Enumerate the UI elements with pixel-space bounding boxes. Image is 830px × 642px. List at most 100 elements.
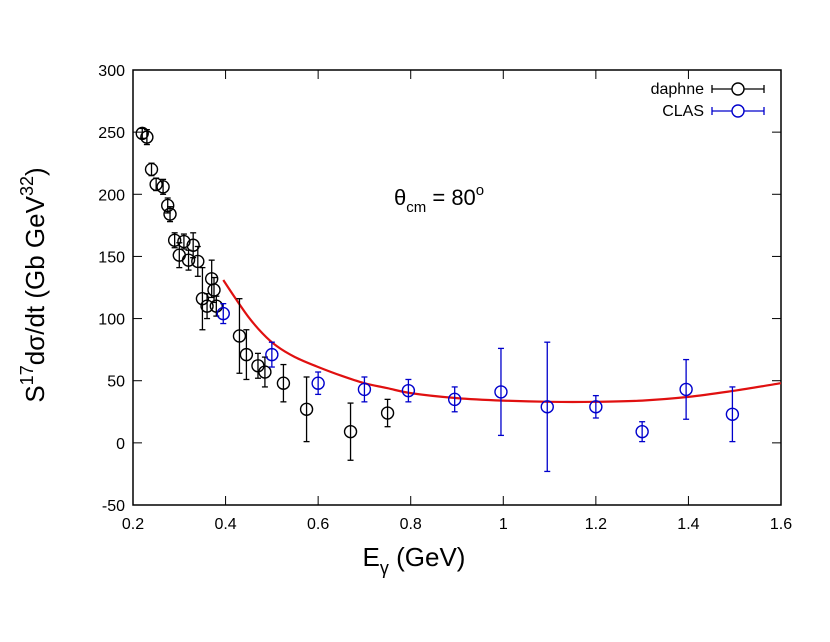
point-marker <box>447 392 462 407</box>
x-tick-label: 0.4 <box>214 516 236 533</box>
data-point <box>186 232 200 259</box>
point-marker <box>216 306 230 321</box>
point-marker <box>135 126 149 141</box>
legend-symbol-daphne <box>711 82 765 96</box>
data-point <box>343 402 358 461</box>
point-marker <box>401 383 416 398</box>
point-marker <box>265 347 279 362</box>
data-point <box>156 178 170 195</box>
x-axis-title: Eγ (GeV) <box>363 542 466 578</box>
legend-label-clas: CLAS <box>662 103 704 120</box>
data-point <box>177 233 191 250</box>
point-marker <box>209 299 224 313</box>
y-tick-label: 300 <box>98 63 125 80</box>
data-point <box>447 386 462 413</box>
data-point <box>232 298 247 374</box>
point-marker <box>161 198 175 213</box>
y-tick-label: 150 <box>98 249 125 266</box>
x-tick-label: 0.8 <box>400 516 422 533</box>
x-tick-label: 0.2 <box>122 516 144 533</box>
data-point <box>181 249 196 271</box>
annotation-sup: o <box>476 182 484 199</box>
point-marker <box>200 299 214 313</box>
y-axis-title-sup2: 32 <box>17 176 37 196</box>
y-axis-title-post: ) <box>20 167 50 176</box>
y-axis-title: S17dσ/dt (Gb GeV32) <box>17 167 50 402</box>
data-point <box>200 293 214 320</box>
point-marker <box>380 406 395 420</box>
point-marker <box>540 400 554 414</box>
point-marker <box>635 424 649 439</box>
data-point <box>216 303 230 325</box>
plot-frame <box>132 69 782 506</box>
y-axis-title-mid: dσ/dt (Gb GeV <box>20 195 50 365</box>
series-daphne <box>135 126 395 461</box>
point-marker <box>181 253 196 267</box>
point-marker <box>239 347 254 362</box>
data-point <box>191 245 205 277</box>
y-tick-label: 250 <box>98 125 125 142</box>
point-marker <box>725 407 740 421</box>
data-point <box>140 129 154 146</box>
data-point <box>144 162 159 177</box>
axis-ticks: 0.2 0.4 0.6 0.8 1 1.2 1.4 1.6 -50 0 50 100 150 200 250… <box>98 63 792 533</box>
model-curve <box>222 279 782 404</box>
legend-label-daphne: daphne <box>651 81 704 98</box>
point-marker <box>177 234 191 249</box>
point-marker <box>276 376 291 390</box>
y-tick-label: 200 <box>98 187 125 204</box>
x-tick-label: 1 <box>499 516 508 533</box>
data-point <box>161 197 175 214</box>
data-point <box>299 376 314 443</box>
point-marker <box>195 291 210 306</box>
point-marker <box>186 238 200 252</box>
data-point <box>258 356 272 388</box>
angle-annotation: θcm = 80o <box>394 182 484 216</box>
point-marker <box>167 233 182 247</box>
data-point <box>494 347 508 437</box>
y-tick-label: 50 <box>107 374 125 391</box>
x-axis-title-main: E <box>363 542 380 572</box>
y-axis-title-sup1: 17 <box>17 365 37 385</box>
data-point <box>195 266 210 331</box>
model-curve-line <box>222 279 782 404</box>
point-marker <box>679 382 693 397</box>
data-point <box>357 376 372 403</box>
point-marker <box>299 402 314 416</box>
data-point <box>167 232 182 249</box>
y-axis-title-pre: S <box>20 385 50 402</box>
legend: daphne CLAS <box>651 81 765 120</box>
point-marker <box>163 207 177 221</box>
point-marker <box>258 365 272 379</box>
point-marker <box>589 400 603 414</box>
annotation-theta: θ <box>394 185 406 210</box>
x-axis-title-sub: γ <box>380 558 389 578</box>
data-series <box>135 126 740 473</box>
series-clas <box>216 303 740 473</box>
point-marker <box>144 162 159 177</box>
data-point <box>401 378 416 403</box>
data-point <box>635 421 649 443</box>
point-marker <box>140 130 154 144</box>
y-tick-label: -50 <box>102 498 125 515</box>
point-marker <box>232 329 247 343</box>
point-marker <box>204 272 219 286</box>
y-tick-label: 100 <box>98 312 125 329</box>
data-point <box>311 371 325 396</box>
legend-marker <box>731 104 745 118</box>
legend-symbol-clas <box>711 104 765 118</box>
point-marker <box>343 424 358 439</box>
point-marker <box>207 283 221 297</box>
data-point <box>163 206 177 223</box>
data-point <box>276 363 291 403</box>
annotation-sub: cm <box>406 199 426 216</box>
data-point <box>540 341 554 473</box>
point-marker <box>149 177 163 192</box>
point-marker <box>156 180 170 194</box>
x-tick-label: 1.6 <box>770 516 792 533</box>
x-axis-title-tail: (GeV) <box>389 542 466 572</box>
point-marker <box>311 376 325 390</box>
data-point <box>725 386 740 443</box>
data-point <box>265 341 279 368</box>
